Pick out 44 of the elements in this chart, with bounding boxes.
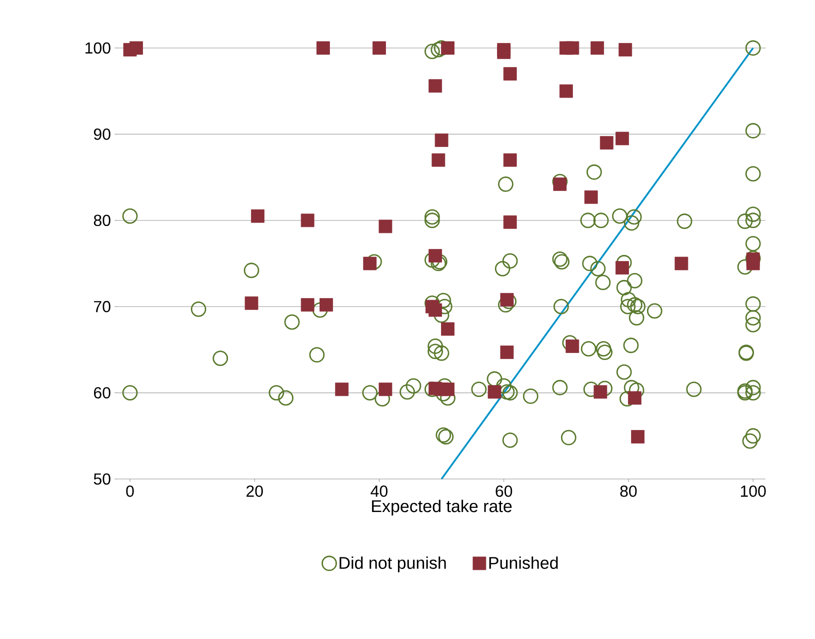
x-tick-label: 60 xyxy=(496,486,512,497)
point xyxy=(300,298,314,312)
x-tick-label: 20 xyxy=(246,486,263,497)
x-axis-title: Expected take rate xyxy=(372,500,512,516)
point xyxy=(488,385,502,399)
point xyxy=(300,214,314,228)
point xyxy=(316,41,330,55)
y-tick-label: 90 xyxy=(94,128,110,140)
point xyxy=(584,190,598,204)
y-tick-label: 60 xyxy=(94,387,110,398)
point xyxy=(616,132,629,146)
point xyxy=(590,41,604,55)
point xyxy=(428,79,442,93)
point xyxy=(130,41,143,55)
point xyxy=(553,177,567,191)
point xyxy=(251,209,264,223)
point xyxy=(600,136,614,150)
point xyxy=(372,41,386,55)
point xyxy=(631,430,645,444)
x-tick-label: 100 xyxy=(740,486,766,497)
legend-label: Punished xyxy=(489,556,558,569)
point xyxy=(434,134,448,147)
y-tick-label: 100 xyxy=(86,42,110,54)
point xyxy=(559,84,573,98)
point xyxy=(335,382,349,396)
y-tick-label: 70 xyxy=(94,300,110,312)
point xyxy=(441,322,454,336)
point xyxy=(618,43,632,56)
point xyxy=(244,296,258,310)
point xyxy=(500,346,514,359)
point xyxy=(674,256,688,270)
x-tick-label: 0 xyxy=(126,486,134,497)
y-tick-label: 50 xyxy=(94,473,110,485)
point xyxy=(497,46,511,59)
legend-label: Did not punish xyxy=(340,556,446,572)
point xyxy=(432,153,446,167)
point xyxy=(378,220,392,234)
y-tick-label: 80 xyxy=(94,214,110,226)
point xyxy=(566,41,580,55)
point xyxy=(503,67,517,81)
x-tick-label: 40 xyxy=(370,486,388,497)
x-tick-label: 80 xyxy=(620,486,637,497)
point xyxy=(503,153,517,167)
point xyxy=(503,215,517,229)
